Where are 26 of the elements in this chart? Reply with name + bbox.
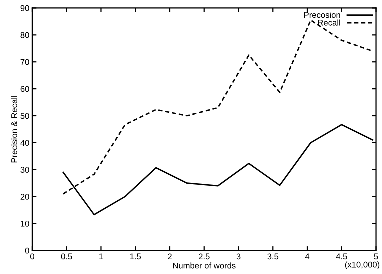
x-tick-label: 2 — [168, 254, 172, 260]
y-tick-label: 60 — [20, 86, 30, 92]
x-tick-label: 0.5 — [61, 254, 72, 260]
x-tick-label: 5 — [374, 254, 378, 260]
x-tick-label: 1 — [100, 254, 104, 260]
x-tick-label: 3.5 — [268, 254, 279, 260]
x-tick-label: 2.5 — [199, 254, 210, 260]
x-tick-label: 4 — [305, 254, 310, 260]
x-tick-label: 3 — [236, 254, 241, 260]
y-tick-label: 0 — [25, 248, 30, 254]
x-tick-label: 0 — [30, 254, 34, 260]
y-axis-title: Precision & Recall — [11, 96, 18, 163]
y-tick-label: 30 — [20, 167, 30, 173]
x-tick-label: 1.5 — [130, 254, 142, 260]
y-tick-label: 80 — [20, 32, 30, 38]
text: (x10,000) — [345, 262, 380, 270]
x-tick-label: 4.5 — [336, 254, 348, 260]
y-tick-label: 20 — [20, 194, 30, 200]
legend-label: Precosion — [304, 12, 340, 18]
x-axis-title: Number of words — [173, 262, 236, 269]
y-tick-label: 70 — [20, 59, 30, 66]
y-tick-label: 90 — [20, 5, 30, 12]
y-tick-label: 40 — [20, 140, 30, 146]
y-tick-label: 10 — [21, 220, 30, 227]
legend-label: Recall — [318, 20, 340, 26]
y-tick-label: 50 — [20, 113, 30, 120]
